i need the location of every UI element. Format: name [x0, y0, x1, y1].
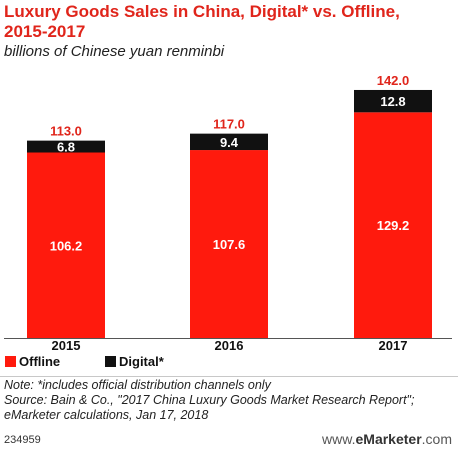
chart-subtitle: billions of Chinese yuan renminbi [4, 43, 225, 60]
legend-item-digital: Digital* [105, 354, 164, 369]
legend-item-offline: Offline [5, 354, 60, 369]
label-total-2016: 117.0 [213, 117, 245, 132]
x-tick-2016: 2016 [215, 338, 244, 351]
source-line: Source: Bain & Co., "2017 China Luxury G… [4, 393, 415, 407]
bar-digital-2015 [27, 140, 105, 153]
label-total-2015: 113.0 [50, 124, 82, 139]
x-tick-2015: 2015 [52, 338, 81, 351]
bar-offline-2016 [190, 150, 268, 338]
legend-swatch-digital [105, 356, 116, 367]
bar-digital-2016 [190, 133, 268, 151]
bar-offline-2017 [354, 112, 432, 339]
label-offline-2015: 106.2 [50, 238, 83, 253]
label-offline-2016: 107.6 [213, 237, 246, 252]
label-digital-2017: 12.8 [380, 94, 405, 109]
emarketer-link[interactable]: www.eMarketer.com [322, 431, 452, 447]
chart-note: Note: *includes official distribution ch… [4, 378, 454, 423]
brand-suffix: .com [421, 431, 452, 447]
label-digital-2015: 6.8 [57, 140, 75, 155]
note-line: Note: *includes official distribution ch… [4, 378, 271, 392]
x-tick-2017: 2017 [379, 338, 408, 351]
brand-prefix: www. [322, 431, 356, 447]
brand-name: eMarketer [355, 431, 422, 447]
bar-offline-2015 [27, 152, 105, 338]
legend-label-offline: Offline [19, 354, 61, 369]
divider [0, 376, 458, 377]
label-total-2017: 142.0 [377, 73, 410, 88]
legend-swatch-offline [5, 356, 16, 367]
source-line-continued: eMarketer calculations, Jan 17, 2018 [4, 408, 209, 422]
label-digital-2016: 9.4 [220, 135, 239, 150]
bar-digital-2017 [354, 89, 432, 113]
chart-title: Luxury Goods Sales in China, Digital* vs… [4, 2, 400, 41]
chart-id: 234959 [4, 434, 41, 446]
legend-label-digital: Digital* [119, 354, 164, 369]
label-offline-2017: 129.2 [377, 218, 410, 233]
